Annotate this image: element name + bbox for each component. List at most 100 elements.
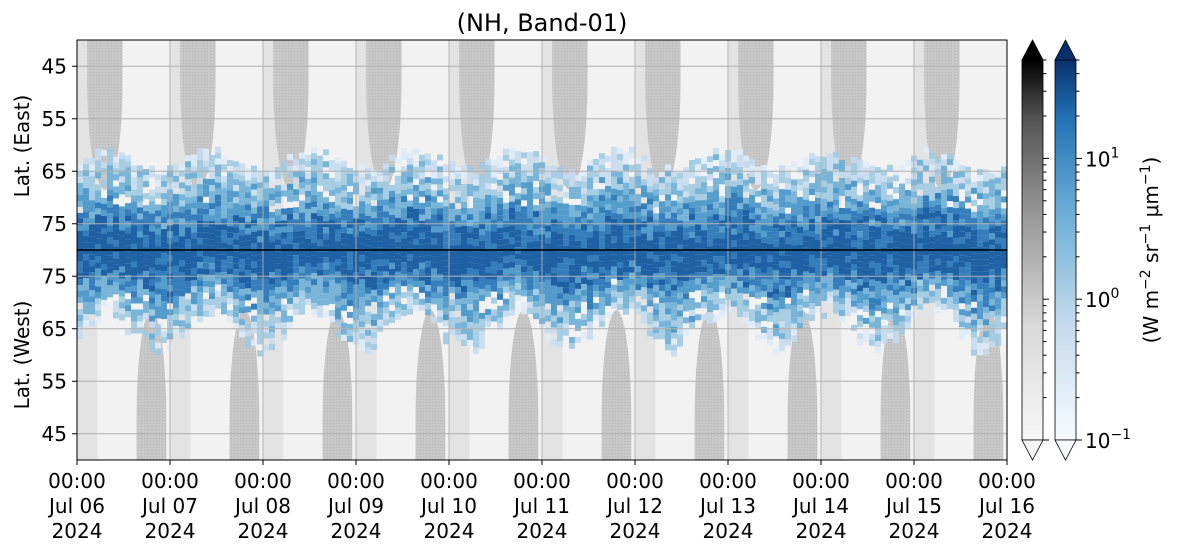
radiance-cell <box>857 177 863 184</box>
radiance-cell <box>713 214 719 221</box>
radiance-cell <box>515 211 521 218</box>
radiance-cell <box>329 183 335 190</box>
radiance-cell <box>773 294 779 301</box>
radiance-cell <box>263 296 269 303</box>
radiance-cell <box>821 216 827 223</box>
radiance-cell <box>935 168 941 175</box>
radiance-cell <box>959 225 965 232</box>
radiance-cell <box>119 158 125 165</box>
radiance-cell <box>593 170 599 177</box>
radiance-cell <box>923 255 929 262</box>
radiance-cell <box>983 229 989 236</box>
radiance-cell <box>251 249 257 256</box>
radiance-cell <box>77 230 83 237</box>
radiance-cell <box>293 291 299 298</box>
radiance-cell <box>521 254 527 261</box>
radiance-cell <box>311 243 317 250</box>
radiance-cell <box>971 181 977 188</box>
radiance-cell <box>119 308 125 315</box>
radiance-cell <box>227 256 233 263</box>
radiance-cell <box>473 215 479 222</box>
radiance-cell <box>461 232 467 239</box>
radiance-cell <box>965 292 971 299</box>
radiance-cell <box>791 197 797 204</box>
radiance-cell <box>899 255 905 262</box>
radiance-cell <box>605 257 611 264</box>
radiance-cell <box>839 213 845 220</box>
radiance-cell <box>371 259 377 266</box>
radiance-cell <box>143 313 149 320</box>
radiance-cell <box>365 173 371 180</box>
radiance-cell <box>413 250 419 257</box>
radiance-cell <box>287 273 293 280</box>
radiance-cell <box>731 270 737 277</box>
radiance-cell <box>995 207 1001 214</box>
radiance-cell <box>953 310 959 317</box>
radiance-cell <box>467 256 473 263</box>
radiance-cell <box>335 229 341 236</box>
radiance-cell <box>527 260 533 267</box>
radiance-cell <box>503 208 509 215</box>
radiance-cell <box>923 147 929 154</box>
radiance-cell <box>593 260 599 267</box>
radiance-cell <box>491 279 497 286</box>
radiance-cell <box>929 296 935 303</box>
radiance-cell <box>815 251 821 258</box>
radiance-cell <box>755 334 761 341</box>
radiance-cell <box>743 311 749 318</box>
radiance-cell <box>311 219 317 226</box>
radiance-cell <box>149 207 155 214</box>
radiance-cell <box>161 223 167 230</box>
radiance-cell <box>137 297 143 304</box>
radiance-cell <box>479 186 485 193</box>
radiance-cell <box>995 237 1001 244</box>
radiance-cell <box>269 278 275 285</box>
radiance-cell <box>995 261 1001 268</box>
radiance-cell <box>545 237 551 244</box>
radiance-cell <box>881 277 887 284</box>
radiance-cell <box>533 211 539 218</box>
radiance-cell <box>935 270 941 277</box>
radiance-cell <box>407 212 413 219</box>
radiance-cell <box>683 269 689 276</box>
radiance-cell <box>695 266 701 273</box>
radiance-cell <box>521 284 527 291</box>
radiance-cell <box>461 250 467 257</box>
radiance-cell <box>995 243 1001 250</box>
radiance-cell <box>197 250 203 257</box>
radiance-cell <box>995 291 1001 298</box>
radiance-cell <box>863 287 869 294</box>
radiance-cell <box>731 300 737 307</box>
radiance-cell <box>335 331 341 338</box>
radiance-cell <box>77 332 83 339</box>
radiance-cell <box>989 251 995 258</box>
radiance-cell <box>893 325 899 332</box>
radiance-cell <box>509 267 515 274</box>
x-tick-label: 2024 <box>331 519 382 543</box>
radiance-cell <box>563 227 569 234</box>
radiance-cell <box>755 274 761 281</box>
radiance-cell <box>881 253 887 260</box>
radiance-cell <box>701 260 707 267</box>
radiance-cell <box>965 196 971 203</box>
radiance-cell <box>761 260 767 267</box>
radiance-cell <box>575 276 581 283</box>
radiance-cell <box>371 283 377 290</box>
radiance-cell <box>509 189 515 196</box>
radiance-cell <box>707 264 713 271</box>
radiance-cell <box>929 272 935 279</box>
radiance-cell <box>191 226 197 233</box>
radiance-cell <box>89 218 95 225</box>
radiance-cell <box>953 286 959 293</box>
radiance-cell <box>89 236 95 243</box>
radiance-cell <box>851 162 857 169</box>
nodata-region <box>415 309 446 460</box>
radiance-cell <box>563 263 569 270</box>
radiance-cell <box>611 158 617 165</box>
radiance-cell <box>611 218 617 225</box>
radiance-cell <box>869 165 875 172</box>
radiance-cell <box>875 167 881 174</box>
radiance-cell <box>485 314 491 321</box>
radiance-cell <box>791 245 797 252</box>
